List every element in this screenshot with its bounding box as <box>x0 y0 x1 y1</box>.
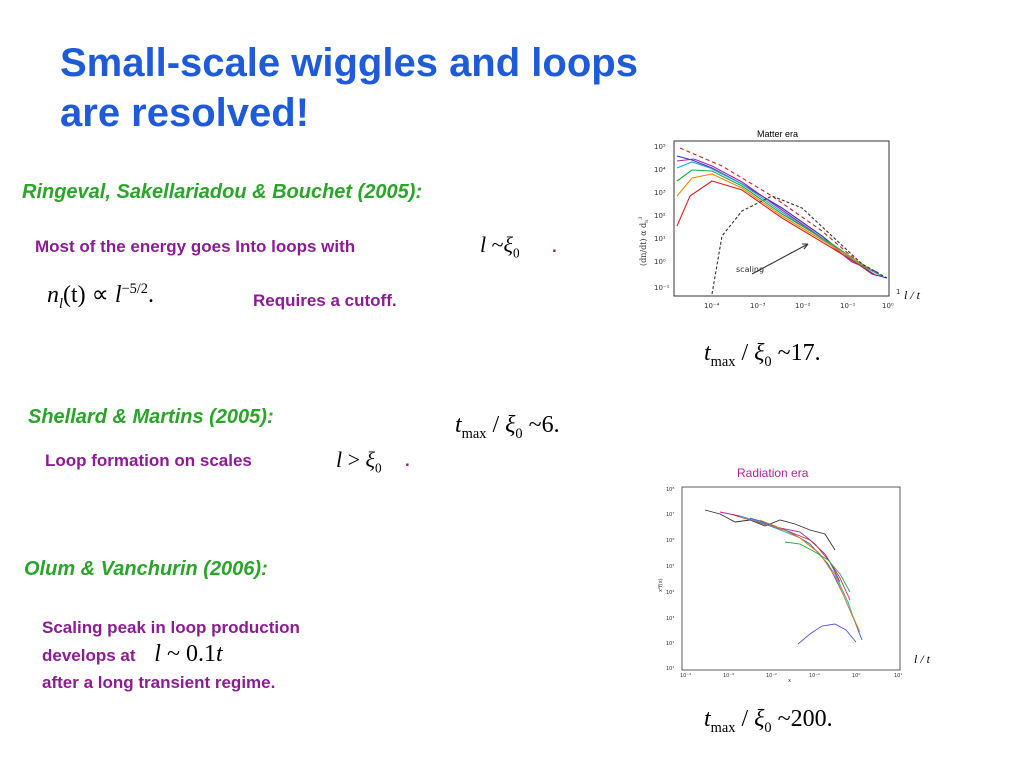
svg-text:10⁻³: 10⁻³ <box>723 673 734 679</box>
curve-orange <box>676 173 873 271</box>
radiation-x-ticks: 10⁻⁴ 10⁻³ 10⁻² 10⁻¹ 10⁰ 10¹ <box>680 673 902 679</box>
svg-text:10⁻⁴: 10⁻⁴ <box>680 673 691 679</box>
svg-text:10¹: 10¹ <box>894 673 902 679</box>
svg-text:10⁻²: 10⁻² <box>766 673 777 679</box>
section3-line1: Scaling peak in loop production <box>42 618 300 637</box>
svg-text:10⁻¹: 10⁻¹ <box>809 673 820 679</box>
rad-curve-green <box>784 541 851 593</box>
curve-green <box>676 169 868 269</box>
svg-text:10⁻⁴: 10⁻⁴ <box>704 302 720 310</box>
svg-text:10⁸: 10⁸ <box>666 487 674 493</box>
radiation-y-ticks: 10⁸ 10⁷ 10⁶ 10⁵ 10⁴ 10³ 10² 10¹ <box>666 487 674 672</box>
svg-text:10⁰: 10⁰ <box>882 302 894 310</box>
svg-text:10⁴: 10⁴ <box>666 590 674 596</box>
svg-text:10⁴: 10⁴ <box>654 166 666 174</box>
curve-red <box>676 180 878 277</box>
loop-period: . <box>405 451 410 470</box>
section1-heading: Ringeval, Sakellariadou & Bouchet (2005)… <box>22 181 423 203</box>
section3-body: Scaling peak in loop production develops… <box>42 614 300 696</box>
scaling-arrowhead <box>802 243 809 250</box>
svg-text:1: 1 <box>896 288 900 296</box>
energy-text: Most of the energy goes Into loops with <box>35 237 356 256</box>
curve-dashed-black <box>711 195 888 295</box>
title-line-2: are resolved! <box>60 91 310 135</box>
svg-text:10⁻¹: 10⁻¹ <box>654 284 670 292</box>
svg-text:10⁰: 10⁰ <box>852 673 860 679</box>
rad-curve-red <box>729 513 851 601</box>
svg-text:10⁷: 10⁷ <box>666 512 674 518</box>
radiation-plot-frame <box>681 486 901 671</box>
radiation-era-plot: 10⁸ 10⁷ 10⁶ 10⁵ 10⁴ 10³ 10² 10¹ 10⁻⁴ 10⁻… <box>650 482 910 684</box>
loop-math: l > ξ0 <box>336 447 382 476</box>
matter-plot-title: Matter era <box>757 129 798 139</box>
section3-line3: after a long transient regime. <box>42 673 276 692</box>
density-math: nl(t) ∝ l−5/2. <box>47 281 154 312</box>
rad-curve-black <box>704 509 836 551</box>
radiation-plot-title: Radiation era <box>737 466 809 480</box>
matter-curves <box>676 147 888 295</box>
radiation-ylabel: x²f(x) <box>658 578 664 592</box>
matter-axis-label: l / t <box>904 288 921 302</box>
svg-text:10²: 10² <box>654 212 666 220</box>
svg-text:10³: 10³ <box>654 189 666 197</box>
svg-text:10²: 10² <box>666 641 674 647</box>
section3-heading: Olum & Vanchurin (2006): <box>24 558 268 580</box>
section3-line2: develops at l ~ 0.1t <box>42 641 223 667</box>
tmax-6-math: tmax / ξ0 ~6. <box>455 412 560 442</box>
rad-curve-orange <box>759 519 861 633</box>
matter-plot-frame <box>673 140 890 297</box>
matter-x-ticks: 10⁻⁴ 10⁻³ 10⁻² 10⁻¹ 10⁰ 1 <box>704 288 900 310</box>
radiation-era-svg: 10⁸ 10⁷ 10⁶ 10⁵ 10⁴ 10³ 10² 10¹ 10⁻⁴ 10⁻… <box>658 486 902 684</box>
svg-text:10⁶: 10⁶ <box>666 538 674 544</box>
radiation-xlabel: x <box>788 678 791 682</box>
svg-text:10⁵: 10⁵ <box>654 143 666 151</box>
energy-math: l ~ξ0 <box>480 232 520 261</box>
svg-text:10³: 10³ <box>666 616 674 622</box>
svg-text:10⁰: 10⁰ <box>654 258 666 266</box>
scaling-arrow <box>751 243 809 275</box>
section3-math: l ~ 0.1t <box>154 641 223 667</box>
matter-ylabel: (dn/dt) α dh3 <box>638 216 650 266</box>
tmax-17-math: tmax / ξ0 ~17. <box>704 340 821 370</box>
matter-era-plot: Matter era 10⁵ 10⁴ 10³ 10² 10¹ 10⁰ 10⁻¹ … <box>632 126 907 326</box>
tmax-200-math: tmax / ξ0 ~200. <box>704 706 833 736</box>
matter-y-ticks: 10⁵ 10⁴ 10³ 10² 10¹ 10⁰ 10⁻¹ <box>654 143 670 292</box>
loop-text: Loop formation on scales <box>45 451 252 470</box>
cutoff-text: Requires a cutoff. <box>253 291 397 310</box>
title-line-1: Small-scale wiggles and loops <box>60 41 638 85</box>
energy-period: . <box>552 237 557 256</box>
curve-cyan <box>676 161 883 277</box>
slide-title: Small-scale wiggles and loops are resolv… <box>60 38 780 138</box>
radiation-axis-label: l / t <box>914 652 931 666</box>
section2-heading: Shellard & Martins (2005): <box>28 406 274 428</box>
svg-text:10⁻³: 10⁻³ <box>750 302 766 310</box>
matter-era-svg: Matter era 10⁵ 10⁴ 10³ 10² 10¹ 10⁰ 10⁻¹ … <box>638 129 900 310</box>
svg-text:10¹: 10¹ <box>666 666 674 672</box>
svg-text:10⁻²: 10⁻² <box>795 302 811 310</box>
curve-magenta <box>676 158 878 273</box>
rad-curve-magenta <box>719 511 841 583</box>
svg-text:10¹: 10¹ <box>654 235 666 243</box>
svg-text:10⁵: 10⁵ <box>666 564 674 570</box>
svg-text:10⁻¹: 10⁻¹ <box>840 302 856 310</box>
scaling-annotation: scaling <box>736 265 764 274</box>
scaling-line <box>679 147 883 277</box>
radiation-curves <box>704 509 863 645</box>
rad-curve-violet <box>797 623 857 645</box>
